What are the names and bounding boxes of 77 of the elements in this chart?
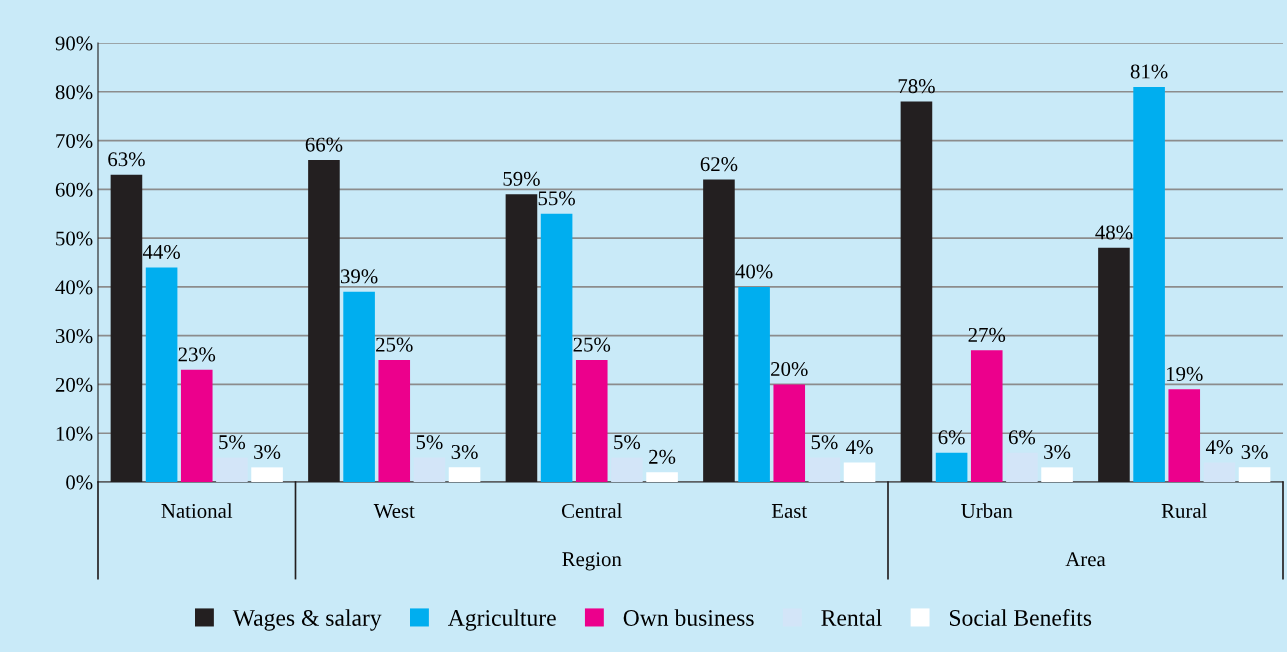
bar (1133, 86, 1165, 482)
data-label: 5% (811, 435, 838, 450)
legend-label: Rental (821, 609, 882, 626)
x-tick-label: West (373, 504, 415, 519)
y-tick-label: 30% (55, 329, 93, 344)
bar (843, 462, 876, 482)
data-label: 5% (614, 435, 641, 450)
bar (251, 467, 283, 482)
legend-label: Social Benefits (949, 609, 1092, 626)
x-tick-label: Urban (961, 503, 1013, 518)
bar (145, 267, 178, 482)
bar (378, 360, 411, 482)
y-tick-label: 60% (55, 182, 93, 197)
data-label: 2% (649, 449, 676, 464)
data-label: 55% (538, 191, 575, 206)
y-tick-label: 0% (66, 475, 93, 490)
data-label: 6% (1008, 430, 1036, 445)
bar (1238, 467, 1271, 482)
x-tick-label: East (771, 504, 808, 518)
data-label: 20% (771, 361, 808, 377)
data-label: 25% (573, 337, 611, 352)
bar (738, 286, 770, 482)
bar (413, 457, 446, 482)
bar (646, 472, 678, 482)
y-tick-label: 50% (56, 231, 93, 246)
bar (343, 291, 375, 482)
data-label: 44% (142, 244, 180, 260)
data-label: 3% (1241, 444, 1268, 460)
data-label: 66% (305, 137, 343, 152)
data-label: 4% (1205, 440, 1233, 455)
text: Area (1065, 552, 1106, 567)
bar (1203, 462, 1236, 482)
data-label: 78% (898, 79, 935, 94)
data-label: 63% (108, 152, 145, 167)
bar (1168, 389, 1201, 482)
y-tick-label: 90% (55, 36, 93, 51)
y-tick-label: 20% (55, 377, 93, 392)
legend-label: Own business (623, 609, 754, 626)
data-label: 3% (451, 444, 478, 460)
data-label: 62% (700, 157, 738, 172)
bar (1006, 452, 1038, 482)
bar (1041, 467, 1073, 482)
bar (540, 213, 573, 482)
x-tick-label: Rural (1161, 503, 1207, 518)
data-label: 40% (735, 264, 773, 279)
text: Region (562, 552, 622, 571)
data-label: 3% (1044, 444, 1071, 460)
data-label: 23% (178, 347, 216, 362)
data-label: 3% (254, 444, 281, 460)
bar (216, 457, 248, 482)
bar (808, 457, 841, 482)
bar (773, 384, 806, 482)
data-label: 59% (503, 171, 540, 186)
data-label: 25% (376, 337, 413, 352)
data-label: 5% (416, 435, 443, 450)
data-label: 27% (968, 327, 1006, 342)
data-label: 5% (219, 435, 246, 450)
y-tick-label: 70% (56, 133, 93, 149)
bar (575, 360, 608, 482)
y-tick-label: 80% (55, 85, 93, 100)
data-label: 19% (1166, 366, 1203, 381)
data-label: 39% (341, 269, 378, 284)
data-label: 81% (1130, 64, 1168, 79)
y-tick-label: 10% (56, 426, 93, 441)
legend-label: Wages & salary (232, 609, 382, 631)
y-tick-label: 40% (55, 280, 93, 295)
bar (970, 350, 1003, 482)
x-tick-label: Central (561, 503, 622, 518)
data-label: 48% (1095, 225, 1133, 240)
bar (180, 369, 213, 482)
bar (448, 467, 481, 482)
bar (611, 457, 643, 482)
data-label: 4% (846, 440, 873, 455)
bar (935, 452, 968, 482)
x-tick-label: National (161, 503, 233, 518)
data-label: 6% (938, 430, 965, 445)
legend-label: Agriculture (448, 609, 556, 631)
